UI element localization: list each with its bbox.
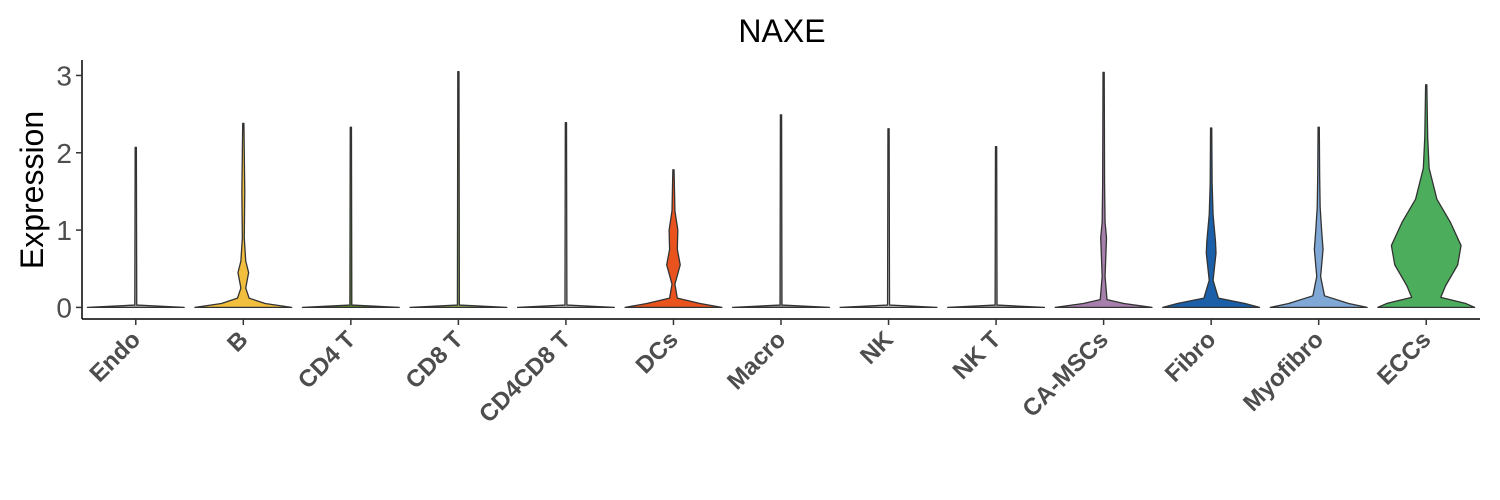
violin-cd8-t [409, 70, 508, 309]
x-tick-label: Endo [84, 326, 146, 388]
violin-group [86, 70, 1476, 309]
violin-b [194, 122, 293, 309]
x-tick-label: Fibro [1160, 326, 1222, 388]
violin-endo [86, 146, 185, 309]
y-tick-label: 1 [56, 215, 72, 246]
violin-macro [731, 114, 831, 309]
violin-eccs [1377, 84, 1476, 309]
x-tick-label: CD4CD8 T [474, 326, 576, 428]
violin-ca-mscs [1054, 71, 1153, 309]
violin-myofibro [1269, 126, 1368, 309]
violin-nk-t [947, 145, 1046, 309]
y-tick-label: 0 [56, 292, 72, 323]
x-tick-label: B [222, 326, 253, 357]
axes: 0 1 2 3 Endo B CD4 T CD8 T CD4CD8 T DCs Macro NK NK … [56, 60, 1480, 428]
x-tick-label: Macro [722, 326, 791, 395]
x-tick-label: Myofibro [1238, 326, 1329, 417]
violin-cd4-t [301, 126, 400, 309]
x-tick-label: CD4 T [293, 326, 361, 394]
x-tick-label: NK [855, 326, 899, 370]
violin-dcs [624, 169, 723, 309]
y-axis-label: Expression [14, 111, 50, 269]
violin-cd4cd8-t [516, 121, 615, 309]
violin-nk [839, 128, 938, 309]
x-tick-label: DCs [631, 326, 684, 379]
x-tick-label: CD8 T [401, 326, 469, 394]
x-tick-label: ECCs [1372, 326, 1436, 390]
x-tick-label: NK T [948, 326, 1007, 385]
chart-title: NAXE [738, 13, 825, 49]
x-tick-label: CA-MSCs [1017, 326, 1113, 422]
y-tick-label: 2 [56, 138, 72, 169]
violin-fibro [1162, 127, 1261, 309]
y-tick-label: 3 [56, 60, 72, 91]
